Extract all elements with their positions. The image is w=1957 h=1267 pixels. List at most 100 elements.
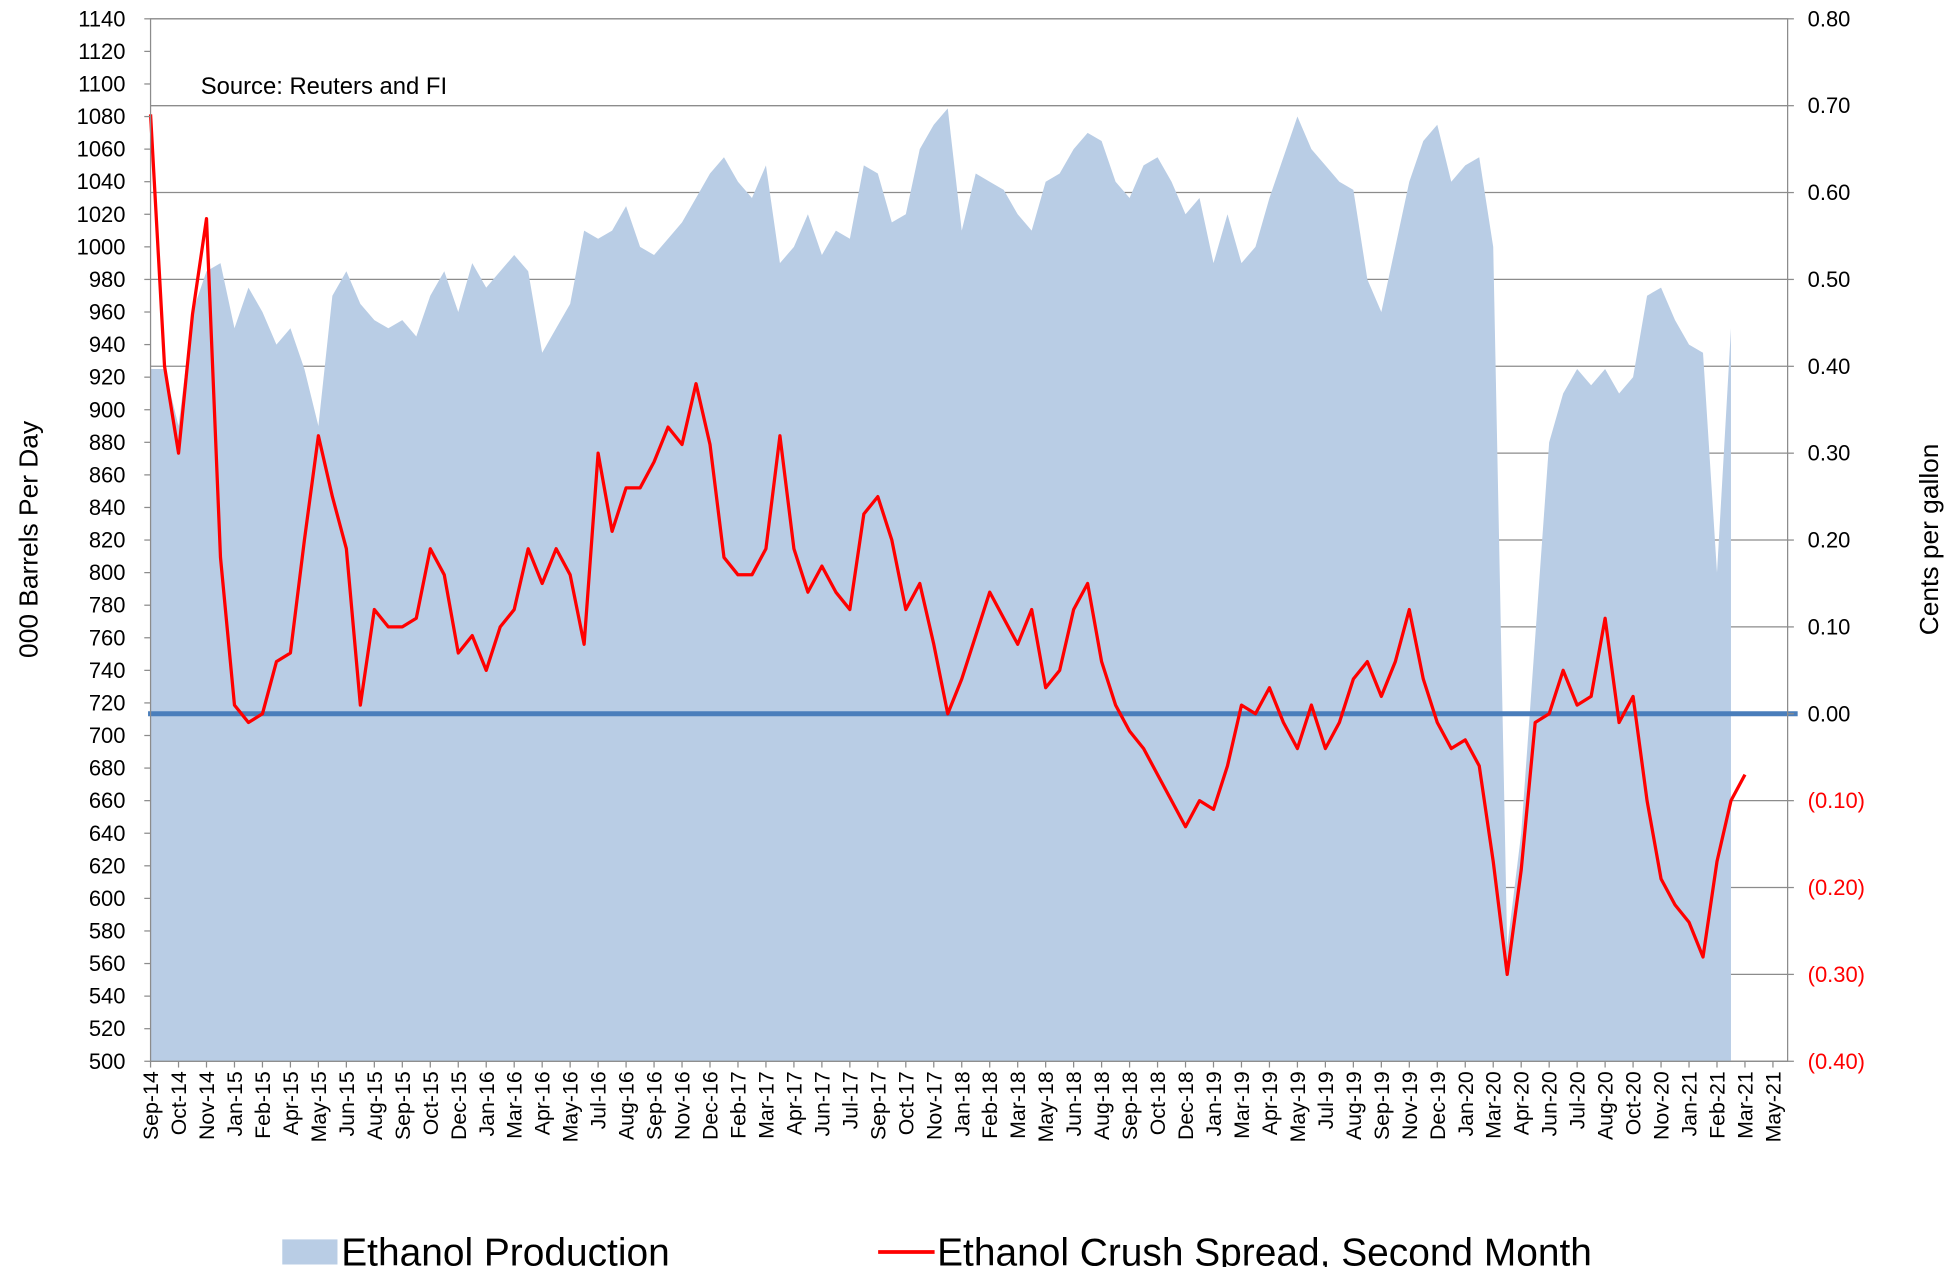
x-tick-label: Apr-20 xyxy=(1510,1071,1534,1135)
y-tick-label: 700 xyxy=(89,723,126,748)
y-tick-label: 500 xyxy=(89,1049,126,1074)
x-tick-label: Sep-17 xyxy=(866,1071,890,1140)
x-tick-label: Sep-16 xyxy=(643,1071,667,1140)
x-tick-label: Apr-16 xyxy=(531,1071,555,1135)
y2-tick-label: 0.40 xyxy=(1808,354,1851,379)
x-tick-label: Mar-18 xyxy=(1006,1071,1030,1139)
x-tick-label: Aug-18 xyxy=(1090,1071,1114,1140)
x-tick-label: Jun-18 xyxy=(1062,1071,1086,1136)
x-tick-label: Mar-17 xyxy=(754,1071,778,1139)
y2-tick-label: 0.30 xyxy=(1808,441,1851,466)
y-tick-label: 960 xyxy=(89,300,126,325)
x-tick-label: Aug-20 xyxy=(1594,1071,1618,1140)
x-tick-label: Nov-20 xyxy=(1650,1071,1674,1140)
x-tick-label: Feb-17 xyxy=(726,1071,750,1139)
y-tick-label: 840 xyxy=(89,495,126,520)
x-tick-label: Jul-19 xyxy=(1314,1071,1338,1129)
y-tick-label: 1060 xyxy=(77,137,126,162)
x-tick-label: May-21 xyxy=(1761,1071,1785,1142)
x-tick-label: Mar-19 xyxy=(1230,1071,1254,1139)
x-tick-label: Dec-18 xyxy=(1174,1071,1198,1140)
y-tick-label: 540 xyxy=(89,984,126,1009)
y2-axis-title: Cents per gallon xyxy=(1914,444,1944,636)
y-tick-label: 740 xyxy=(89,658,126,683)
x-tick-label: Jan-19 xyxy=(1202,1071,1226,1136)
x-tick-label: Jan-16 xyxy=(475,1071,499,1136)
y-tick-label: 900 xyxy=(89,397,126,422)
legend-label: Ethanol Crush Spread, Second Month xyxy=(937,1232,1592,1267)
y-tick-label: 920 xyxy=(89,365,126,390)
x-tick-label: Jul-16 xyxy=(587,1071,611,1129)
x-tick-label: Aug-15 xyxy=(363,1071,387,1140)
y-tick-label: 620 xyxy=(89,853,126,878)
y-tick-label: 600 xyxy=(89,886,126,911)
y-tick-label: 1120 xyxy=(78,39,125,64)
x-tick-label: Nov-17 xyxy=(922,1071,946,1140)
y2-tick-label: 0.10 xyxy=(1808,614,1851,639)
x-tick-label: Jan-21 xyxy=(1678,1071,1702,1136)
y-tick-label: 980 xyxy=(89,267,126,292)
x-tick-label: Sep-14 xyxy=(139,1071,163,1140)
x-tick-label: Jun-15 xyxy=(335,1071,359,1136)
x-tick-label: Jul-17 xyxy=(838,1071,862,1129)
x-tick-label: Mar-21 xyxy=(1733,1071,1757,1139)
y-tick-label: 560 xyxy=(89,951,126,976)
annotation: Source: Reuters and FI xyxy=(201,73,447,100)
y-tick-label: 660 xyxy=(89,788,126,813)
x-tick-label: Dec-16 xyxy=(699,1071,723,1140)
x-tick-label: Feb-18 xyxy=(978,1071,1002,1139)
y-tick-label: 820 xyxy=(89,528,126,553)
x-tick-label: Jan-18 xyxy=(950,1071,974,1136)
y-tick-label: 1000 xyxy=(77,234,126,259)
y-tick-label: 1080 xyxy=(77,104,126,129)
y-tick-label: 1100 xyxy=(78,71,125,96)
x-tick-label: Sep-19 xyxy=(1370,1071,1394,1140)
legend-label: Ethanol Production xyxy=(341,1232,670,1267)
x-tick-label: Dec-19 xyxy=(1426,1071,1450,1140)
x-tick-label: Jan-15 xyxy=(223,1071,247,1136)
y2-tick-label: (0.10) xyxy=(1808,788,1865,813)
x-tick-label: Sep-18 xyxy=(1118,1071,1142,1140)
x-tick-label: May-16 xyxy=(559,1071,583,1142)
x-tick-label: Mar-20 xyxy=(1482,1071,1506,1139)
x-tick-label: Oct-20 xyxy=(1622,1071,1646,1135)
x-tick-label: Jan-20 xyxy=(1454,1071,1478,1136)
y-tick-label: 1020 xyxy=(77,202,126,227)
y-tick-label: 640 xyxy=(89,821,126,846)
y-tick-label: 800 xyxy=(89,560,126,585)
y2-tick-label: 0.00 xyxy=(1808,701,1851,726)
x-tick-label: Nov-14 xyxy=(195,1071,219,1140)
y-tick-label: 940 xyxy=(89,332,126,357)
x-tick-label: Oct-18 xyxy=(1146,1071,1170,1135)
x-tick-label: Nov-16 xyxy=(671,1071,695,1140)
y-tick-label: 860 xyxy=(89,462,126,487)
y2-tick-label: 0.80 xyxy=(1808,6,1851,31)
y-tick-label: 1140 xyxy=(78,6,125,31)
x-tick-label: Feb-21 xyxy=(1706,1071,1730,1139)
x-tick-label: Oct-14 xyxy=(167,1071,191,1135)
y2-tick-label: 0.50 xyxy=(1808,267,1851,292)
x-tick-label: Dec-15 xyxy=(447,1071,471,1140)
y-tick-label: 760 xyxy=(89,625,126,650)
x-tick-label: Mar-16 xyxy=(503,1071,527,1139)
y2-tick-label: 0.70 xyxy=(1808,93,1851,118)
x-tick-label: Sep-15 xyxy=(391,1071,415,1140)
x-tick-label: Jul-20 xyxy=(1566,1071,1590,1129)
x-tick-label: Apr-19 xyxy=(1258,1071,1282,1135)
y2-tick-label: 0.60 xyxy=(1808,180,1851,205)
x-tick-label: May-15 xyxy=(307,1071,331,1142)
x-tick-label: May-19 xyxy=(1286,1071,1310,1142)
y-tick-label: 520 xyxy=(89,1016,126,1041)
x-tick-label: Apr-17 xyxy=(782,1071,806,1135)
y-tick-label: 1040 xyxy=(77,169,126,194)
y-tick-label: 580 xyxy=(89,918,126,943)
x-tick-label: Apr-15 xyxy=(279,1071,303,1135)
y2-tick-label: (0.30) xyxy=(1808,962,1865,987)
x-tick-label: Oct-17 xyxy=(894,1071,918,1135)
y-tick-label: 880 xyxy=(89,430,126,455)
area xyxy=(150,108,1731,1062)
x-tick-label: Oct-15 xyxy=(419,1071,443,1135)
y-tick-label: 680 xyxy=(89,756,126,781)
